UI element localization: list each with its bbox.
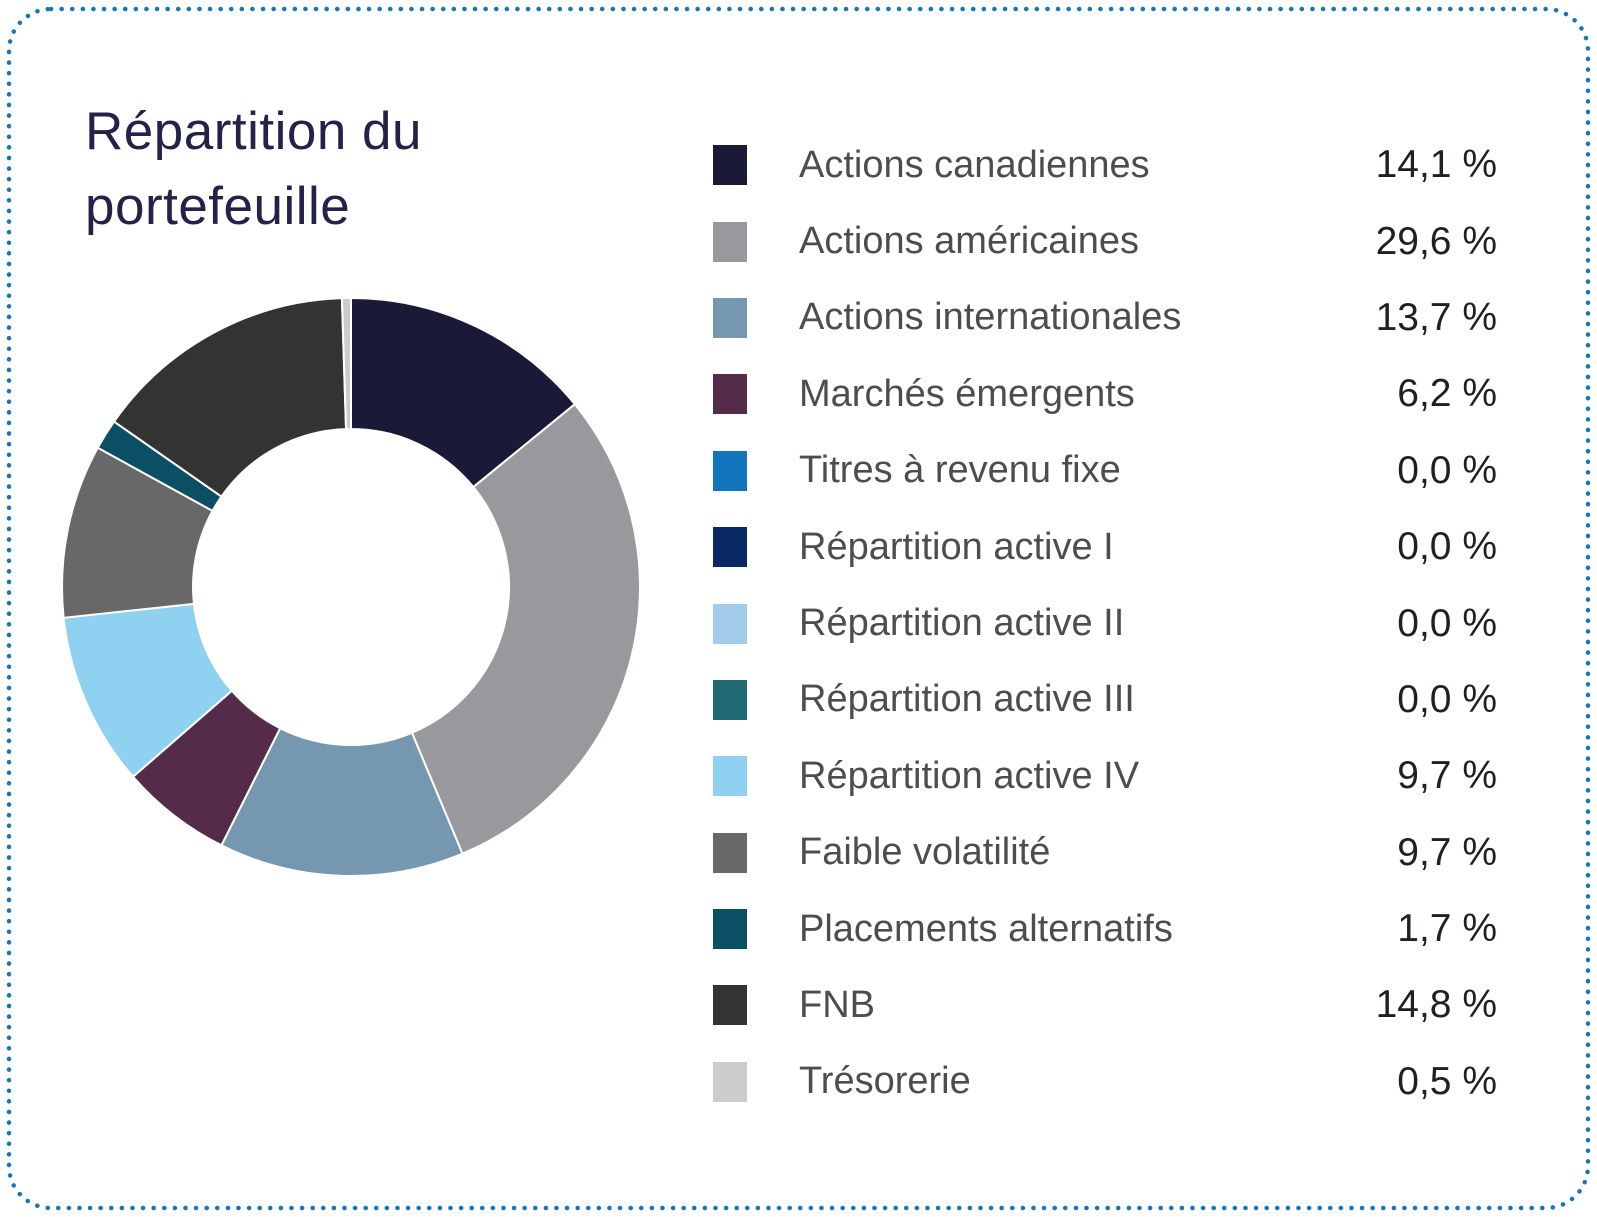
legend-label: Placements alternatifs bbox=[799, 907, 1173, 950]
legend-swatch bbox=[713, 374, 747, 415]
legend-swatch bbox=[713, 679, 747, 720]
legend-value: 0,5 % bbox=[1397, 1059, 1497, 1103]
legend-value: 0,0 % bbox=[1397, 677, 1497, 721]
legend-label: Actions canadiennes bbox=[799, 143, 1150, 186]
legend-row: Actions internationales 13,7 % bbox=[713, 280, 1497, 356]
legend-label: Répartition active I bbox=[799, 525, 1114, 568]
legend-swatch bbox=[713, 221, 747, 262]
legend-swatch bbox=[713, 832, 747, 873]
legend-value: 9,7 % bbox=[1397, 754, 1497, 798]
donut-chart-svg bbox=[61, 296, 641, 877]
legend-swatch bbox=[713, 603, 747, 644]
legend-row: Titres à revenu fixe 0,0 % bbox=[713, 433, 1497, 509]
legend-row: Actions canadiennes 14,1 % bbox=[713, 127, 1497, 203]
legend: Actions canadiennes 14,1 % Actions américa… bbox=[713, 127, 1497, 1120]
legend-value: 0,0 % bbox=[1397, 601, 1497, 645]
legend-row: Répartition active II 0,0 % bbox=[713, 585, 1497, 661]
legend-swatch bbox=[713, 297, 747, 338]
legend-swatch bbox=[713, 756, 747, 797]
page-title: Répartition du portefeuille bbox=[85, 102, 422, 237]
legend-value: 14,1 % bbox=[1375, 143, 1497, 187]
legend-swatch bbox=[713, 909, 747, 950]
legend-value: 14,8 % bbox=[1375, 983, 1497, 1027]
legend-swatch bbox=[713, 145, 747, 186]
legend-label: Actions internationales bbox=[799, 296, 1182, 339]
legend-row: FNB 14,8 % bbox=[713, 967, 1497, 1043]
legend-label: Faible volatilité bbox=[799, 831, 1051, 874]
legend-value: 29,6 % bbox=[1375, 219, 1497, 263]
legend-row: Répartition active IV 9,7 % bbox=[713, 738, 1497, 814]
donut-slice-1 bbox=[350, 296, 577, 489]
legend-swatch bbox=[713, 450, 747, 491]
legend-row: Répartition active I 0,0 % bbox=[713, 509, 1497, 585]
legend-value: 0,0 % bbox=[1397, 448, 1497, 492]
legend-swatch bbox=[713, 1061, 747, 1102]
legend-row: Répartition active III 0,0 % bbox=[713, 662, 1497, 738]
legend-label: Actions américaines bbox=[799, 220, 1140, 263]
legend-swatch bbox=[713, 527, 747, 568]
legend-label: Répartition active III bbox=[799, 678, 1135, 721]
legend-label: Répartition active IV bbox=[799, 754, 1140, 797]
donut-slice-3 bbox=[220, 726, 464, 877]
donut-slice-13 bbox=[340, 296, 352, 431]
legend-value: 13,7 % bbox=[1375, 295, 1497, 339]
legend-value: 0,0 % bbox=[1397, 525, 1497, 569]
legend-row: Placements alternatifs 1,7 % bbox=[713, 891, 1497, 967]
legend-row: Faible volatilité 9,7 % bbox=[713, 815, 1497, 891]
legend-label: Titres à revenu fixe bbox=[799, 449, 1121, 492]
legend-row: Trésorerie 0,5 % bbox=[713, 1044, 1497, 1120]
legend-label: Répartition active II bbox=[799, 602, 1125, 645]
legend-value: 1,7 % bbox=[1397, 907, 1497, 951]
legend-label: FNB bbox=[799, 983, 875, 1026]
legend-label: Trésorerie bbox=[799, 1060, 971, 1103]
legend-swatch bbox=[713, 985, 747, 1026]
legend-value: 9,7 % bbox=[1397, 830, 1497, 874]
legend-label: Marchés émergents bbox=[799, 372, 1135, 415]
legend-row: Actions américaines 29,6 % bbox=[713, 203, 1497, 279]
donut-slice-2 bbox=[410, 402, 641, 855]
donut-chart bbox=[60, 296, 642, 878]
legend-row: Marchés émergents 6,2 % bbox=[713, 356, 1497, 432]
legend-value: 6,2 % bbox=[1397, 372, 1497, 416]
